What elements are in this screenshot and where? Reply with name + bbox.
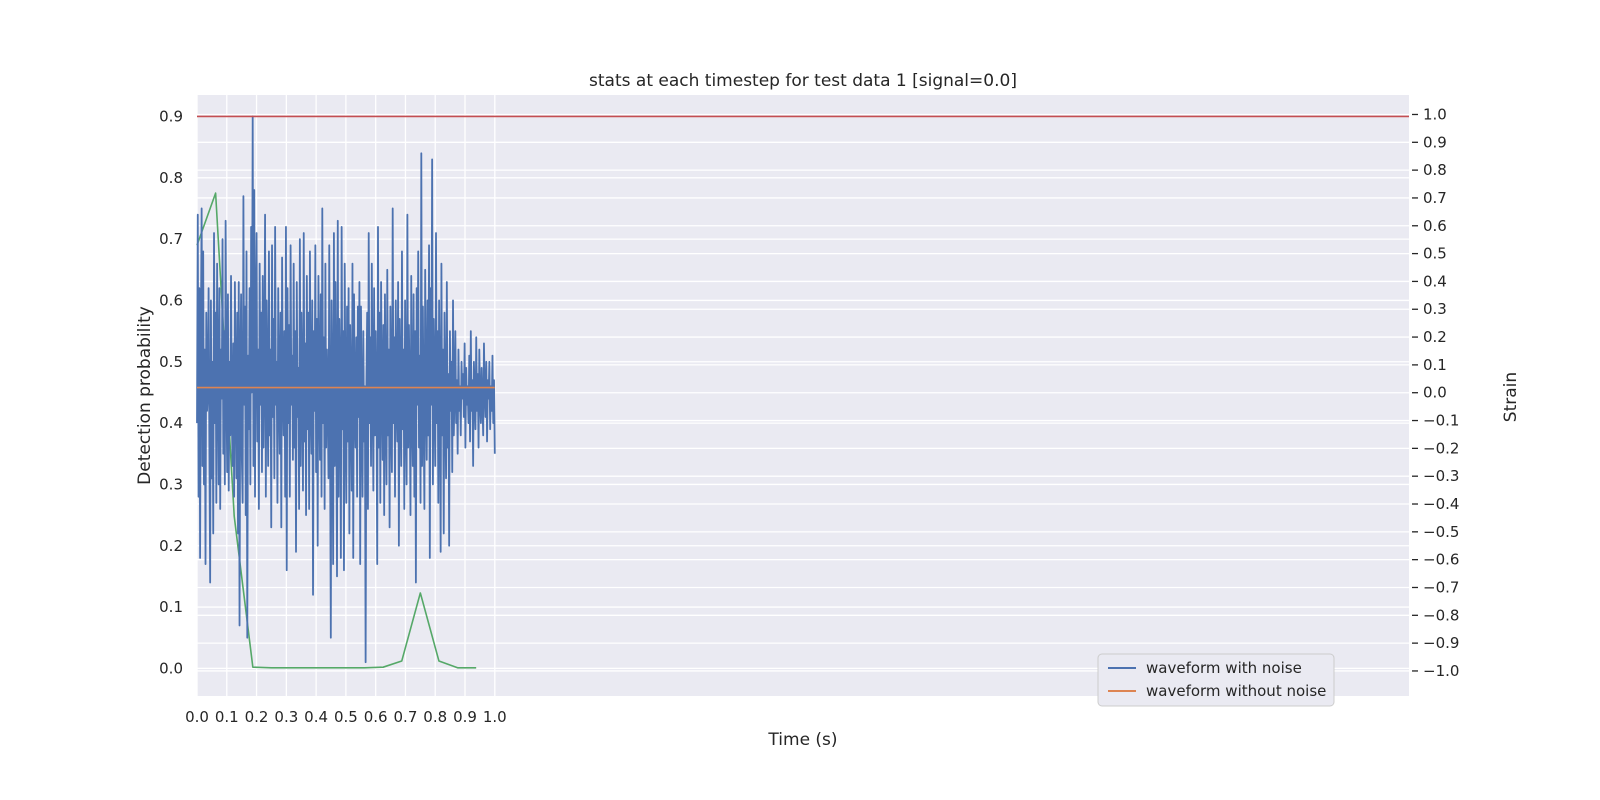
x-tick-label: 1.0 (483, 708, 507, 726)
y-right-tick-label: 0.9 (1423, 133, 1447, 151)
x-tick-label: 0.0 (185, 708, 209, 726)
y-left-tick-label: 0.5 (159, 353, 183, 371)
x-tick-label: 0.9 (453, 708, 477, 726)
y-right-tick-label: −0.6 (1423, 551, 1459, 569)
y-right-tick-label: 0.5 (1423, 245, 1447, 263)
series-line-waveform-with-noise (196, 115, 496, 664)
x-tick-label: 0.2 (245, 708, 269, 726)
y-right-tick-label: −0.4 (1423, 495, 1459, 513)
x-tick-label: 0.4 (304, 708, 328, 726)
y-left-tick-label: 0.8 (159, 169, 183, 187)
x-tick-label: 0.7 (394, 708, 418, 726)
y-left-axis-title: Detection probability (135, 306, 155, 485)
series-line-2 (196, 192, 477, 669)
y-right-tick-label: 0.4 (1423, 272, 1447, 290)
y-right-tick-label: −1.0 (1423, 662, 1459, 680)
chart-title: stats at each timestep for test data 1 [… (589, 71, 1017, 91)
y-right-tick-label: −0.2 (1423, 439, 1459, 457)
x-axis-title: Time (s) (767, 730, 837, 750)
x-tick-label: 0.6 (364, 708, 388, 726)
x-tick-label: 0.5 (334, 708, 358, 726)
legend: waveform with noise waveform without noi… (1097, 653, 1335, 707)
y-right-axis-title: Strain (1501, 372, 1521, 422)
y-left-tick-label: 0.7 (159, 230, 183, 248)
y-right-tick-label: 0.3 (1423, 300, 1447, 318)
legend-box (1097, 653, 1335, 707)
y-right-tick-label: −0.3 (1423, 467, 1459, 485)
x-tick-label: 0.1 (215, 708, 239, 726)
y-right-tick-label: −0.8 (1423, 606, 1459, 624)
y-left-tick-label: 0.4 (159, 414, 183, 432)
legend-label-waveform-with-noise: waveform with noise (1146, 659, 1302, 677)
y-left-tick-label: 0.0 (159, 659, 183, 677)
y-left-tick-label: 0.1 (159, 598, 183, 616)
legend-label-waveform-without-noise: waveform without noise (1146, 682, 1326, 700)
y-right-tick-label: −0.9 (1423, 634, 1459, 652)
series-layer (196, 115, 1409, 669)
y-right-tick-label: −0.7 (1423, 578, 1459, 596)
y-right-tick-label: 0.7 (1423, 189, 1447, 207)
y-right-tick-label: 0.8 (1423, 161, 1447, 179)
y-right-tick-label: −0.5 (1423, 523, 1459, 541)
x-tick-label: 0.3 (274, 708, 298, 726)
y-left-tick-label: 0.3 (159, 475, 183, 493)
x-tick-label: 0.8 (423, 708, 447, 726)
y-left-tick-label: 0.2 (159, 537, 183, 555)
y-right-tick-label: 0.6 (1423, 217, 1447, 235)
y-right-tick-label: −0.1 (1423, 412, 1459, 430)
y-right-tick-label: 0.2 (1423, 328, 1447, 346)
tick-layer: 0.0 0.1 0.2 0.3 0.4 0.5 0.6 0.7 0.8 0.9 1.0 0.0 0.1 0… (159, 105, 1459, 726)
y-left-tick-label: 0.9 (159, 107, 183, 125)
y-right-tick-label: 1.0 (1423, 105, 1447, 123)
y-right-tick-label: 0.1 (1423, 356, 1447, 374)
y-left-tick-label: 0.6 (159, 291, 183, 309)
y-right-tick-label: 0.0 (1423, 384, 1447, 402)
